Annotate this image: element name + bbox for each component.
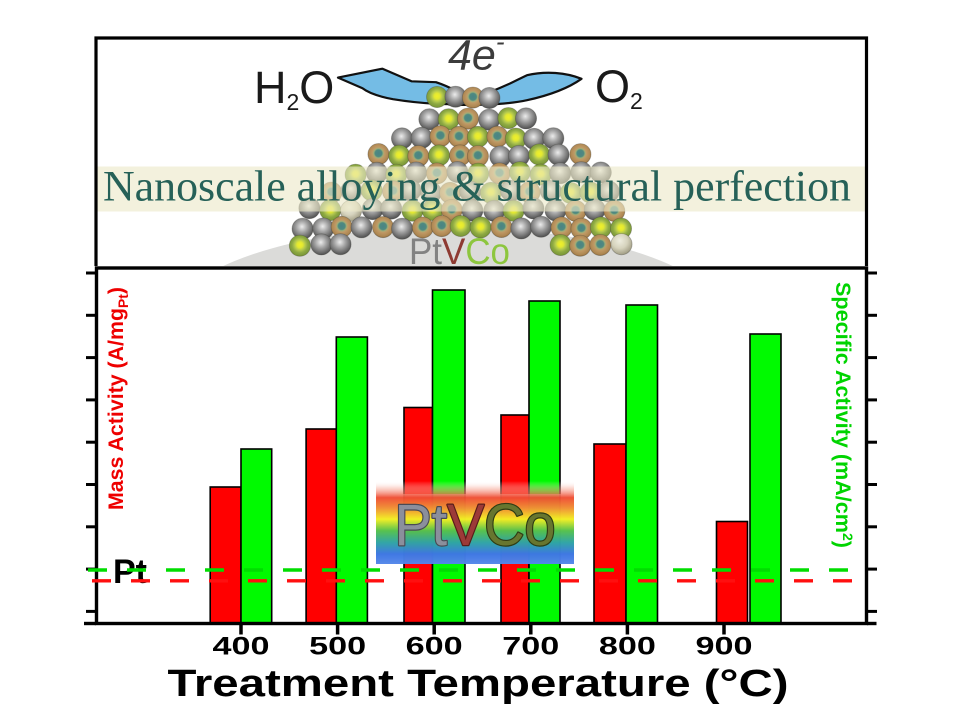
svg-text:Treatment Temperature (°C): Treatment Temperature (°C) xyxy=(168,663,789,705)
svg-text:Specific Activity (mA/cm2): Specific Activity (mA/cm2) xyxy=(831,282,856,548)
svg-text:Nanoscale alloying & structura: Nanoscale alloying & structural perfecti… xyxy=(103,164,851,211)
svg-text:Mass Activity (A/mgPt): Mass Activity (A/mgPt) xyxy=(104,287,131,510)
svg-text:H2O: H2O xyxy=(254,62,334,115)
svg-text:500: 500 xyxy=(309,633,366,661)
svg-text:PtVCo: PtVCo xyxy=(395,493,556,558)
svg-text:4e-: 4e- xyxy=(448,27,505,80)
svg-text:800: 800 xyxy=(599,633,656,661)
svg-text:900: 900 xyxy=(696,633,753,661)
svg-text:700: 700 xyxy=(502,633,559,661)
svg-text:400: 400 xyxy=(213,633,270,661)
svg-text:600: 600 xyxy=(406,633,463,661)
svg-text:O2: O2 xyxy=(595,61,643,114)
svg-text:PtVCo: PtVCo xyxy=(409,231,510,272)
svg-text:Pt: Pt xyxy=(113,553,147,591)
